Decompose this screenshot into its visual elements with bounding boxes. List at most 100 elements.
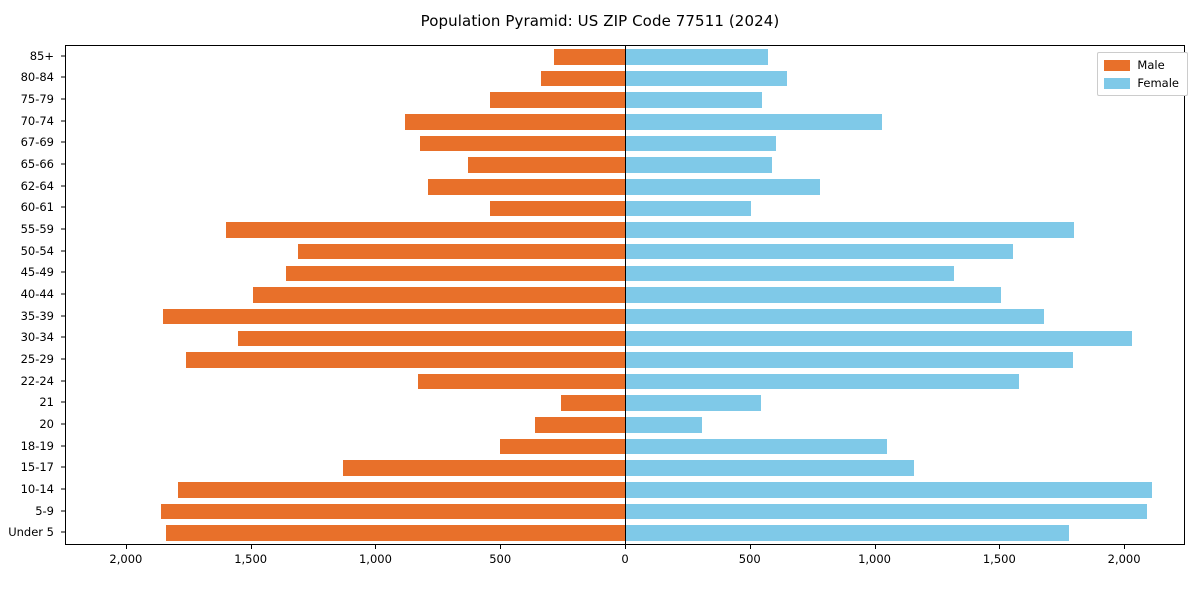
bar-male-under-5	[165, 525, 625, 541]
y-tick-label-55-59: 55-59	[20, 222, 54, 237]
bar-row	[66, 308, 1184, 325]
bar-row	[66, 135, 1184, 152]
bar-female-10-14	[625, 482, 1152, 498]
bar-row	[66, 70, 1184, 87]
bar-male-70-74	[405, 113, 625, 130]
y-tick-label-62-64: 62-64	[20, 178, 54, 193]
bar-female-50-54	[625, 243, 1014, 260]
x-tick-mark	[250, 545, 252, 549]
y-tick-label-40-44: 40-44	[20, 287, 54, 301]
bar-female-55-59	[625, 222, 1075, 238]
bar-row	[66, 417, 1184, 433]
bar-female-15-17	[625, 460, 915, 476]
x-tick-label: 2,000	[1107, 552, 1141, 566]
x-tick-label: 500	[738, 552, 761, 566]
bar-row	[66, 157, 1184, 173]
bar-row	[66, 265, 1184, 282]
y-tick-mark	[61, 250, 65, 252]
bar-row	[66, 287, 1184, 303]
bar-male-62-64	[427, 178, 625, 195]
y-tick-label-67-69: 67-69	[20, 135, 54, 150]
x-tick-label: 500	[489, 552, 512, 566]
y-tick-label-65-66: 65-66	[20, 157, 54, 172]
bar-male-65-66	[467, 157, 625, 173]
bar-row	[66, 438, 1184, 455]
y-tick-mark	[61, 98, 65, 100]
x-tick-label: 1,000	[858, 552, 892, 566]
bar-female-20	[625, 417, 703, 433]
bar-male-55-59	[225, 222, 625, 238]
page-title: Population Pyramid: US ZIP Code 77511 (2…	[420, 12, 780, 30]
y-tick-mark	[61, 271, 65, 273]
legend-item-female[interactable]: Female	[1104, 76, 1179, 90]
bar-female-30-34	[625, 330, 1132, 347]
bar-male-85-	[553, 49, 625, 65]
y-tick-mark	[61, 120, 65, 122]
y-tick-label-25-29: 25-29	[20, 351, 54, 366]
x-tick-label: 1,500	[234, 552, 268, 566]
plot-area	[65, 45, 1185, 545]
y-tick-mark	[61, 401, 65, 403]
y-tick-label-under-5: Under 5	[8, 525, 54, 540]
bar-row	[66, 503, 1184, 520]
bar-row	[66, 373, 1184, 390]
bars-layer	[66, 46, 1184, 544]
x-tick-label: 1,000	[358, 552, 392, 566]
y-tick-label-80-84: 80-84	[20, 70, 54, 85]
bar-row	[66, 222, 1184, 238]
y-tick-mark	[61, 315, 65, 317]
bar-male-60-61	[490, 200, 625, 217]
y-tick-label-22-24: 22-24	[20, 373, 54, 388]
bar-male-21	[561, 395, 625, 412]
y-tick-label-21: 21	[39, 395, 54, 410]
y-tick-mark	[61, 55, 65, 57]
bar-male-5-9	[160, 503, 625, 520]
bar-row	[66, 395, 1184, 412]
y-tick-label-45-49: 45-49	[20, 265, 54, 280]
bar-male-67-69	[420, 135, 625, 152]
bar-male-75-79	[490, 92, 625, 108]
bar-row	[66, 178, 1184, 195]
bar-male-20	[535, 417, 625, 433]
y-tick-label-15-17: 15-17	[20, 460, 54, 475]
bar-male-25-29	[185, 352, 625, 368]
y-tick-mark	[61, 76, 65, 78]
bar-female-67-69	[625, 135, 776, 152]
bar-female-25-29	[625, 352, 1073, 368]
legend-swatch-female	[1104, 77, 1131, 89]
x-tick-mark	[375, 545, 377, 549]
bar-female-80-84	[625, 70, 788, 87]
y-tick-mark	[61, 531, 65, 533]
y-tick-mark	[61, 141, 65, 143]
y-tick-label-60-61: 60-61	[20, 200, 54, 215]
x-tick-mark	[125, 545, 127, 549]
y-tick-mark	[61, 380, 65, 382]
y-tick-label-30-34: 30-34	[20, 330, 54, 345]
bar-male-80-84	[541, 70, 625, 87]
x-tick-mark	[625, 545, 626, 549]
y-tick-mark	[61, 358, 65, 360]
bar-female-45-49	[625, 265, 955, 282]
y-tick-mark	[61, 163, 65, 165]
y-axis: 85+ 80-84 75-79 70-74 67-69 65-66 62-64 60-61 55…	[0, 45, 65, 545]
bar-male-45-49	[285, 265, 625, 282]
bar-row	[66, 460, 1184, 476]
legend-label-male: Male	[1137, 58, 1165, 72]
bar-female-75-79	[625, 92, 763, 108]
y-tick-mark	[61, 336, 65, 338]
bar-row	[66, 49, 1184, 65]
bar-female-21	[625, 395, 761, 412]
y-tick-label-20: 20	[39, 416, 54, 431]
bar-row	[66, 352, 1184, 368]
legend: Male Female	[1097, 52, 1188, 96]
bar-female-65-66	[625, 157, 773, 173]
legend-item-male[interactable]: Male	[1104, 58, 1179, 72]
y-tick-mark	[61, 228, 65, 230]
y-tick-mark	[61, 206, 65, 208]
y-tick-mark	[61, 185, 65, 187]
bar-female-5-9	[625, 503, 1147, 520]
bar-row	[66, 92, 1184, 108]
bar-female-18-19	[625, 438, 888, 455]
x-tick-mark	[1124, 545, 1126, 549]
